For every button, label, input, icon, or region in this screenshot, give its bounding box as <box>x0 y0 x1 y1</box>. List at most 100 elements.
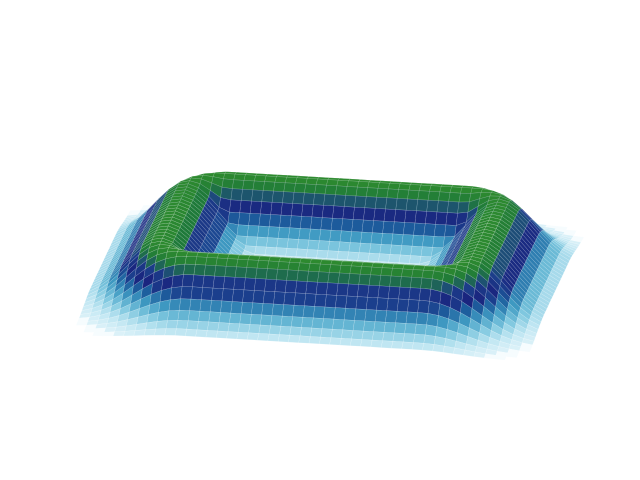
mesh-face <box>298 335 311 344</box>
mesh-face <box>335 185 348 196</box>
mesh-face <box>332 318 345 330</box>
mesh-face <box>217 322 230 332</box>
mesh-face <box>311 317 324 329</box>
mesh-face <box>329 337 342 346</box>
mesh-face <box>181 274 195 287</box>
mesh-face <box>404 323 417 335</box>
mesh-face <box>257 333 270 342</box>
mesh-face <box>278 257 292 263</box>
mesh-face <box>314 294 327 308</box>
mesh-face <box>186 251 199 257</box>
mesh-face <box>409 255 422 265</box>
mesh-face <box>246 332 260 341</box>
mesh-face <box>336 283 349 297</box>
mesh-face <box>425 324 438 337</box>
mesh-face <box>351 219 364 233</box>
mesh-face <box>366 297 379 311</box>
mesh-face <box>292 192 305 205</box>
mesh-face <box>429 289 442 304</box>
mesh-face <box>251 302 264 316</box>
mesh-face <box>233 277 246 291</box>
mesh-face <box>286 269 299 282</box>
mesh-face <box>248 213 261 227</box>
mesh-face <box>195 329 208 338</box>
mesh-face <box>270 315 283 327</box>
mesh-face <box>370 232 383 245</box>
mesh-face <box>263 181 276 192</box>
mesh-face <box>306 249 319 258</box>
mesh-face <box>266 237 279 248</box>
mesh-face <box>357 252 370 262</box>
mesh-face <box>323 306 336 320</box>
mesh-face <box>346 283 359 297</box>
mesh-face <box>183 263 196 276</box>
mesh-face <box>229 312 242 324</box>
mesh-face <box>519 346 532 353</box>
mesh-face <box>359 242 372 254</box>
mesh-face <box>261 303 274 316</box>
mesh-face <box>361 219 374 233</box>
mesh-face <box>258 256 271 262</box>
mesh-face <box>308 336 321 345</box>
mesh-face <box>316 178 329 186</box>
mesh-face <box>298 228 311 241</box>
mesh-face <box>388 183 401 190</box>
mesh-face <box>373 208 386 222</box>
mesh-face <box>289 326 302 336</box>
mesh-face <box>165 320 179 329</box>
mesh-face <box>371 262 384 268</box>
mesh-face <box>257 225 270 238</box>
mesh-face <box>265 268 278 280</box>
mesh-face <box>379 275 392 287</box>
mesh-face <box>330 260 343 266</box>
mesh-face <box>247 225 260 238</box>
mesh-face <box>206 253 219 259</box>
mesh-face <box>245 267 258 279</box>
mesh-face <box>326 282 339 296</box>
mesh-face <box>196 321 209 331</box>
mesh-face <box>355 296 368 310</box>
mesh-face <box>412 265 426 271</box>
mesh-face <box>395 311 408 324</box>
mesh-face <box>399 276 412 288</box>
mesh-face <box>227 323 240 333</box>
mesh-face <box>254 175 267 182</box>
mesh-face <box>267 333 280 342</box>
mesh-face <box>255 267 268 280</box>
mesh-face <box>276 269 289 281</box>
mesh-face <box>398 254 411 264</box>
mesh-face <box>398 286 411 300</box>
mesh-face <box>264 278 277 292</box>
mesh-face <box>444 224 457 238</box>
mesh-face <box>326 179 339 186</box>
mesh-face <box>321 318 335 330</box>
mesh-face <box>323 193 336 207</box>
mesh-face <box>196 252 209 258</box>
mesh-face <box>372 331 385 341</box>
mesh-face <box>315 282 328 295</box>
mesh-face <box>283 292 296 306</box>
mesh-face <box>426 200 439 213</box>
mesh-face <box>338 241 351 253</box>
mesh-face <box>366 187 379 198</box>
mesh-face <box>354 195 367 208</box>
mesh-face <box>457 201 470 214</box>
mesh-face <box>395 198 408 211</box>
mesh-face <box>429 185 442 193</box>
mesh-face <box>192 274 205 288</box>
mesh-face <box>317 271 330 283</box>
mesh-face <box>422 235 435 248</box>
mesh-face <box>423 223 436 237</box>
mesh-face <box>314 184 327 195</box>
mesh-face <box>246 259 259 269</box>
mesh-face <box>379 244 392 255</box>
mesh-face <box>170 286 183 300</box>
mesh-face <box>227 211 240 225</box>
mesh-face <box>184 256 197 265</box>
mesh-face <box>227 254 240 260</box>
mesh-face <box>220 300 233 314</box>
mesh-face <box>207 321 220 332</box>
mesh-face <box>185 328 198 337</box>
